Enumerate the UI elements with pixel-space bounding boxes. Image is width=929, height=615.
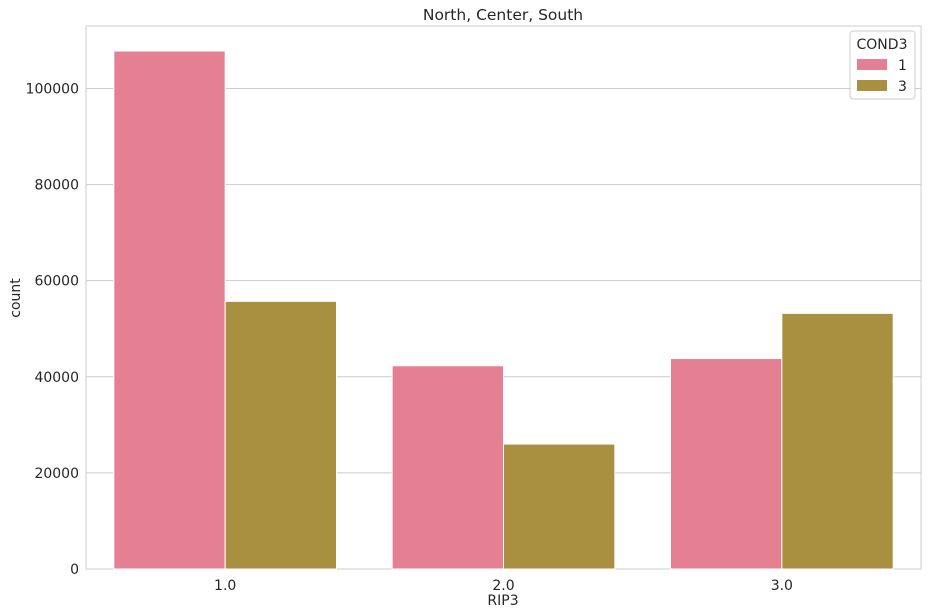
legend-swatch-3: [857, 80, 887, 91]
x-axis-label: RIP3: [487, 593, 518, 609]
bar-3.0-series-3: [781, 312, 894, 570]
x-tick-label: 3.0: [771, 578, 793, 594]
x-axis-ticks: 1.0 2.0 3.0: [214, 578, 793, 594]
bar-1.0-series-3: [224, 300, 338, 570]
legend-title: COND3: [857, 37, 908, 53]
y-tick-label: 80000: [34, 178, 79, 194]
y-tick-label: 0: [70, 562, 79, 578]
y-axis-ticks: 0 20000 40000 60000 80000 100000: [26, 81, 79, 578]
y-tick-label: 60000: [34, 274, 79, 290]
bars: [113, 50, 894, 570]
bar-1.0-series-1: [113, 50, 226, 570]
y-tick-label: 40000: [34, 370, 79, 386]
bar-3.0-series-1: [670, 358, 783, 570]
bar-2.0-series-1: [391, 365, 504, 570]
y-axis-label: count: [8, 278, 24, 318]
chart-title: North, Center, South: [423, 6, 583, 24]
y-tick-label: 20000: [34, 466, 79, 482]
legend-swatch-1: [857, 59, 887, 70]
x-tick-label: 1.0: [214, 578, 236, 594]
x-tick-label: 2.0: [492, 578, 514, 594]
legend: COND3 1 3: [849, 30, 916, 100]
legend-label-3: 3: [898, 79, 907, 95]
bar-2.0-series-3: [503, 443, 616, 570]
legend-label-1: 1: [898, 58, 907, 74]
y-tick-label: 100000: [26, 81, 79, 97]
